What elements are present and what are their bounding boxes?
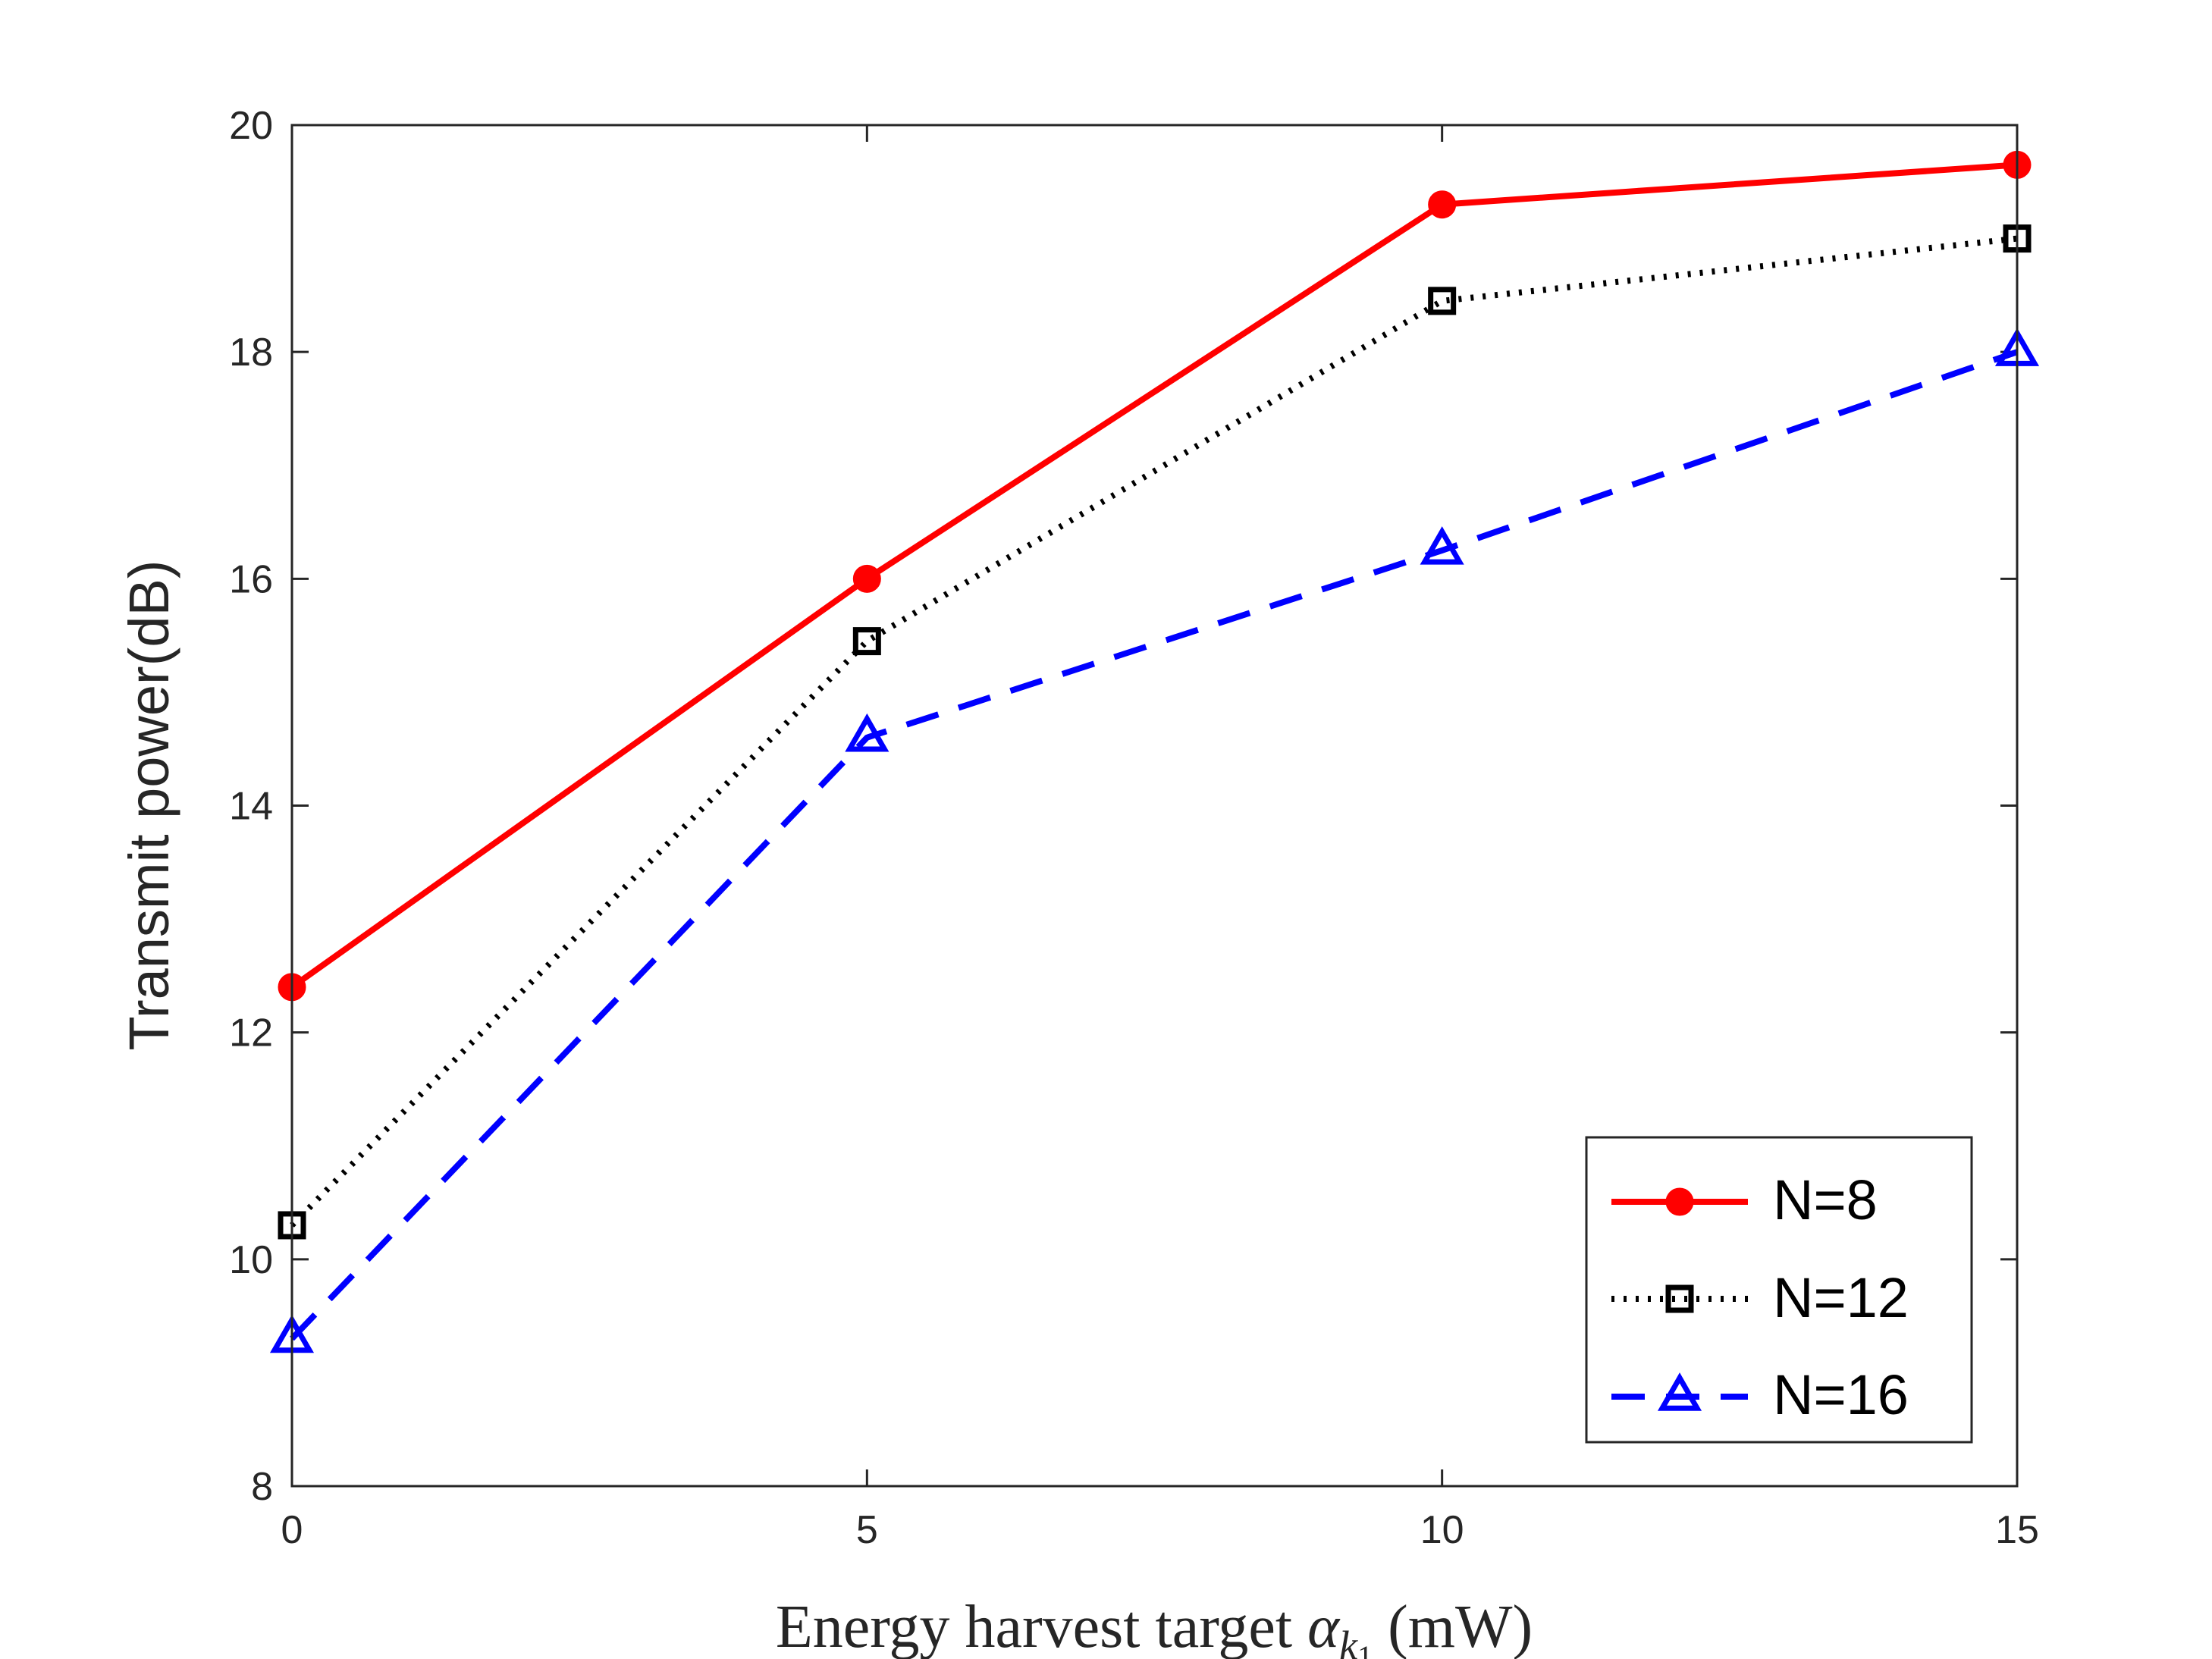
legend-entry-n16: N=16 xyxy=(1773,1363,1909,1426)
x-tick-label-3: 15 xyxy=(1995,1508,2039,1552)
data-point-1-2 xyxy=(1428,287,1457,315)
data-point-2-1 xyxy=(845,713,890,752)
legend-marker-1 xyxy=(1665,1284,1694,1313)
series-line-1 xyxy=(290,235,2018,1228)
legend-box xyxy=(1585,1136,1973,1444)
data-point-0-2 xyxy=(1428,190,1457,219)
x-axis-label-suffix: (mW) xyxy=(1373,1594,1533,1659)
y-tick-label-6: 20 xyxy=(229,104,273,148)
y-axis-label: Transmit power(dB) xyxy=(118,560,180,1051)
axis-tick-labels: 0 5 10 15 8 10 12 14 16 18 20 xyxy=(229,104,2039,1552)
x-axis-label-symbol: α xyxy=(1307,1594,1341,1659)
legend-marker-0 xyxy=(1665,1187,1694,1216)
legend-samples xyxy=(1611,1187,1748,1411)
x-tick-label-2: 10 xyxy=(1420,1508,1464,1552)
data-point-1-1 xyxy=(852,627,881,656)
legend-entry-n8: N=8 xyxy=(1773,1168,1878,1231)
x-axis-label-subscript: k xyxy=(1339,1623,1358,1659)
y-tick-label-1: 10 xyxy=(229,1238,273,1282)
y-tick-label-4: 16 xyxy=(229,557,273,601)
data-point-0-1 xyxy=(852,564,881,593)
y-tick-label-3: 14 xyxy=(229,785,273,829)
x-axis-label-prefix: Energy harvest target xyxy=(776,1594,1307,1659)
legend-entry-n12: N=12 xyxy=(1773,1266,1909,1329)
data-point-2-2 xyxy=(1420,526,1464,565)
legend: N=8 N=12 N=16 xyxy=(1585,1136,1973,1444)
y-tick-label-0: 8 xyxy=(251,1465,273,1509)
x-axis-label: Energy harvest target αk1 (mW) xyxy=(776,1594,1533,1659)
legend-marker-2 xyxy=(1657,1372,1702,1411)
plot-area-frame xyxy=(290,124,2019,1488)
y-tick-label-2: 12 xyxy=(229,1011,273,1055)
x-tick-label-1: 5 xyxy=(856,1508,878,1552)
x-tick-label-0: 0 xyxy=(281,1508,303,1552)
x-axis-label-subsubscript: 1 xyxy=(1357,1639,1373,1659)
series-line-0 xyxy=(290,162,2018,990)
y-tick-label-5: 18 xyxy=(229,331,273,375)
